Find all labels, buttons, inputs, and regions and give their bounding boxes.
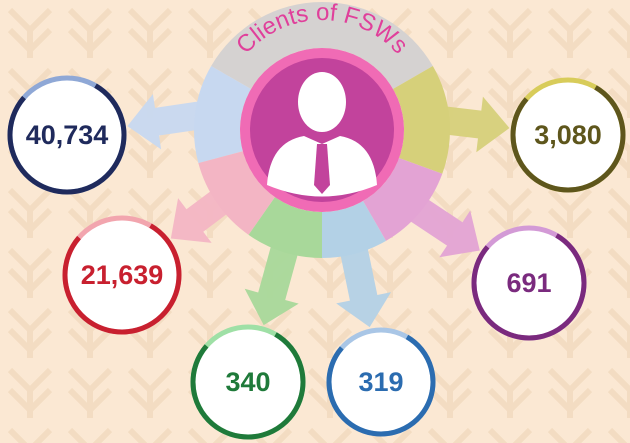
node-value: 340 <box>225 367 270 397</box>
node-value: 3,080 <box>534 120 602 150</box>
node-value: 319 <box>358 367 403 397</box>
node-value: 40,734 <box>26 120 109 150</box>
node-value: 691 <box>506 268 551 298</box>
infographic: Clients of FSWs 40,7343,08021,6396913403… <box>0 0 630 443</box>
node-value: 21,639 <box>81 260 164 290</box>
person-head <box>298 72 346 132</box>
